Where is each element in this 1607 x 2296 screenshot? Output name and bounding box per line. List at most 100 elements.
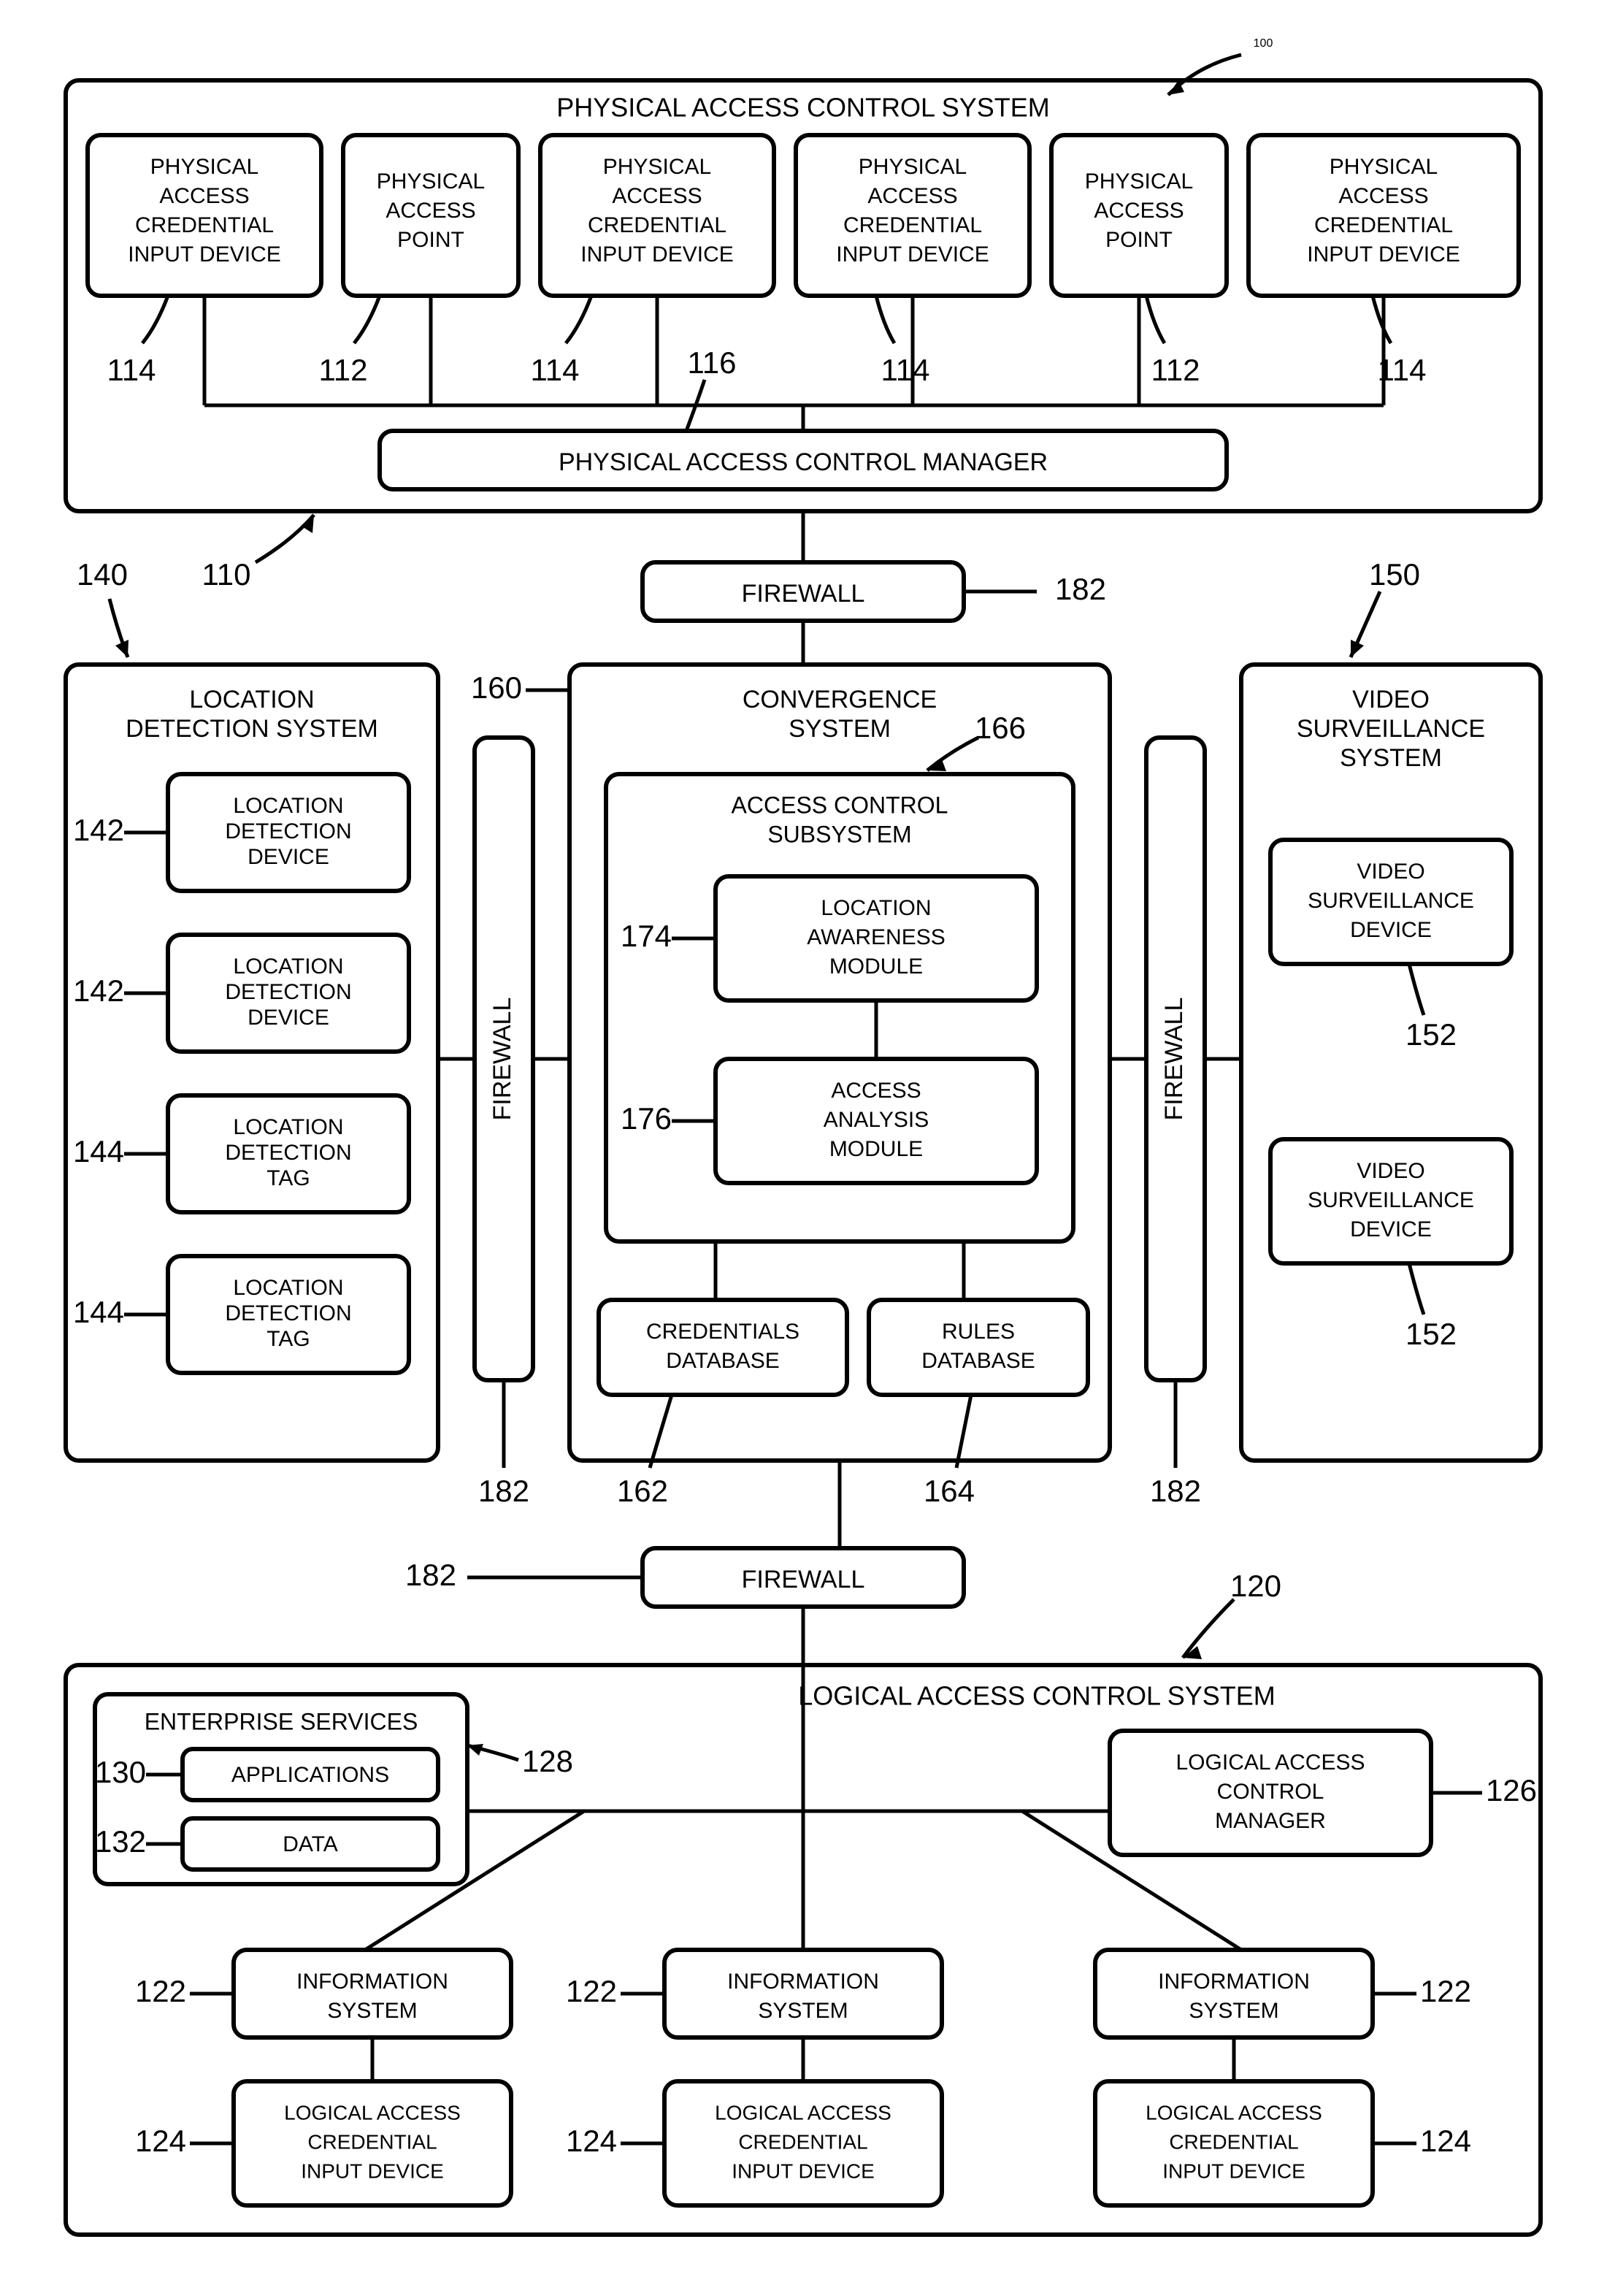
ref-166: 166 <box>975 711 1026 745</box>
pacs-device-5: PHYSICAL ACCESS CREDENTIAL INPUT DEVICE <box>1249 135 1519 296</box>
svg-text:POINT: POINT <box>397 228 464 252</box>
svg-text:CREDENTIAL: CREDENTIAL <box>1314 213 1453 237</box>
ref-110: 110 <box>202 557 251 592</box>
pacs-device-4: PHYSICAL ACCESS POINT <box>1051 135 1227 296</box>
cred-dev-2: LOGICAL ACCESS CREDENTIAL INPUT DEVICE 1… <box>1095 2081 1471 2205</box>
pacs-manager-label: PHYSICAL ACCESS CONTROL MANAGER <box>559 448 1048 476</box>
svg-text:144: 144 <box>73 1295 124 1329</box>
pacs-title: PHYSICAL ACCESS CONTROL SYSTEM <box>556 93 1050 123</box>
svg-text:SYSTEM: SYSTEM <box>1189 1999 1278 2023</box>
lacs-title: LOGICAL ACCESS CONTROL SYSTEM <box>798 1681 1275 1711</box>
svg-text:LOGICAL ACCESS: LOGICAL ACCESS <box>1146 2101 1322 2124</box>
svg-text:ANALYSIS: ANALYSIS <box>824 1108 929 1132</box>
svg-text:ACCESS: ACCESS <box>159 184 249 208</box>
svg-text:DETECTION: DETECTION <box>225 1301 351 1325</box>
svg-text:MODULE: MODULE <box>829 1137 923 1161</box>
svg-text:SYSTEM: SYSTEM <box>327 1999 417 2023</box>
ref-112-1: 112 <box>1151 353 1200 387</box>
ref-128: 128 <box>522 1744 573 1778</box>
svg-text:TAG: TAG <box>266 1166 310 1190</box>
svg-text:INPUT DEVICE: INPUT DEVICE <box>580 242 734 267</box>
svg-text:SYSTEM: SYSTEM <box>789 715 891 743</box>
es-title: ENTERPRISE SERVICES <box>145 1708 418 1734</box>
svg-text:DEVICE: DEVICE <box>1350 1217 1432 1241</box>
ref-182-bottom: 182 <box>405 1558 456 1592</box>
svg-text:124: 124 <box>135 2124 186 2158</box>
svg-text:PHYSICAL: PHYSICAL <box>1330 155 1438 179</box>
ref-100: 100 <box>1254 37 1273 50</box>
svg-text:CREDENTIAL: CREDENTIAL <box>135 213 274 237</box>
info-sys-2: INFORMATION SYSTEM 122 <box>1095 1950 1471 2037</box>
svg-text:LOCATION: LOCATION <box>189 686 314 713</box>
svg-text:CREDENTIAL: CREDENTIAL <box>307 2130 437 2153</box>
ref-112-0: 112 <box>319 353 368 387</box>
svg-text:124: 124 <box>1420 2124 1471 2158</box>
svg-text:144: 144 <box>73 1134 124 1168</box>
svg-text:CREDENTIAL: CREDENTIAL <box>588 213 726 237</box>
svg-text:142: 142 <box>73 973 124 1008</box>
svg-text:ACCESS: ACCESS <box>1094 199 1184 223</box>
svg-text:SYSTEM: SYSTEM <box>758 1999 848 2023</box>
cred-dev-1: LOGICAL ACCESS CREDENTIAL INPUT DEVICE 1… <box>566 2081 942 2205</box>
rules-db <box>869 1300 1088 1395</box>
svg-text:PHYSICAL: PHYSICAL <box>1085 169 1193 194</box>
svg-text:142: 142 <box>73 813 124 847</box>
ref-182-right: 182 <box>1150 1474 1201 1508</box>
svg-text:PHYSICAL: PHYSICAL <box>150 155 258 179</box>
svg-text:132: 132 <box>95 1824 146 1859</box>
svg-text:SUBSYSTEM: SUBSYSTEM <box>767 821 911 847</box>
svg-text:LOCATION: LOCATION <box>233 954 343 979</box>
svg-text:MODULE: MODULE <box>829 954 923 979</box>
svg-text:TAG: TAG <box>266 1327 310 1351</box>
svg-text:POINT: POINT <box>1105 228 1173 252</box>
pacs-device-0: PHYSICAL ACCESS CREDENTIAL INPUT DEVICE <box>88 135 321 296</box>
ref-160: 160 <box>471 670 522 705</box>
pacs-device-1: PHYSICAL ACCESS POINT <box>343 135 518 296</box>
info-sys-0: INFORMATION SYSTEM 122 <box>135 1950 511 2037</box>
ref-162: 162 <box>617 1474 668 1508</box>
svg-text:ACCESS: ACCESS <box>612 184 702 208</box>
svg-text:LOGICAL ACCESS: LOGICAL ACCESS <box>1176 1750 1365 1775</box>
svg-text:DATA: DATA <box>283 1832 338 1856</box>
ref-126: 126 <box>1486 1773 1537 1807</box>
svg-text:CREDENTIAL: CREDENTIAL <box>843 213 982 237</box>
svg-text:122: 122 <box>566 1974 617 2008</box>
ref-114-2: 114 <box>881 353 930 387</box>
ref-150: 150 <box>1369 557 1420 592</box>
svg-text:LOGICAL ACCESS: LOGICAL ACCESS <box>284 2101 461 2124</box>
ref-182-left: 182 <box>478 1474 529 1508</box>
svg-text:AWARENESS: AWARENESS <box>807 925 945 949</box>
svg-text:ACCESS: ACCESS <box>831 1079 921 1103</box>
ref-182-top: 182 <box>1055 572 1106 606</box>
svg-text:RULES: RULES <box>942 1320 1015 1344</box>
svg-text:INFORMATION: INFORMATION <box>727 1970 879 1994</box>
svg-text:INPUT DEVICE: INPUT DEVICE <box>301 2159 444 2182</box>
svg-text:LOCATION: LOCATION <box>233 794 343 818</box>
svg-text:DETECTION: DETECTION <box>225 980 351 1004</box>
firewall-right-label: FIREWALL <box>1160 998 1188 1121</box>
svg-text:CREDENTIAL: CREDENTIAL <box>738 2130 867 2153</box>
lds-container <box>66 665 438 1461</box>
svg-text:DEVICE: DEVICE <box>248 1006 329 1030</box>
svg-text:VIDEO: VIDEO <box>1357 860 1424 884</box>
svg-text:DEVICE: DEVICE <box>1350 918 1432 942</box>
vss-item-1: VIDEO SURVEILLANCE DEVICE 152 <box>1270 1139 1511 1351</box>
svg-text:LOCATION: LOCATION <box>233 1115 343 1139</box>
svg-text:CONTROL: CONTROL <box>1217 1780 1324 1804</box>
svg-text:122: 122 <box>1420 1974 1471 2008</box>
svg-text:SYSTEM: SYSTEM <box>1340 744 1442 772</box>
vss-container <box>1241 665 1541 1461</box>
svg-text:SURVEILLANCE: SURVEILLANCE <box>1308 889 1474 913</box>
lds-item-3: LOCATION DETECTION TAG 144 <box>73 1256 409 1373</box>
ref-164: 164 <box>924 1474 975 1508</box>
svg-text:PHYSICAL: PHYSICAL <box>603 155 711 179</box>
svg-text:152: 152 <box>1405 1317 1457 1351</box>
svg-text:VIDEO: VIDEO <box>1352 686 1430 713</box>
ref-116: 116 <box>688 345 737 380</box>
svg-text:152: 152 <box>1405 1017 1457 1052</box>
svg-text:VIDEO: VIDEO <box>1357 1159 1424 1183</box>
svg-text:LOGICAL ACCESS: LOGICAL ACCESS <box>715 2101 891 2124</box>
svg-text:SURVEILLANCE: SURVEILLANCE <box>1297 715 1485 743</box>
firewall-left-label: FIREWALL <box>488 998 516 1121</box>
svg-text:DATABASE: DATABASE <box>666 1349 780 1373</box>
